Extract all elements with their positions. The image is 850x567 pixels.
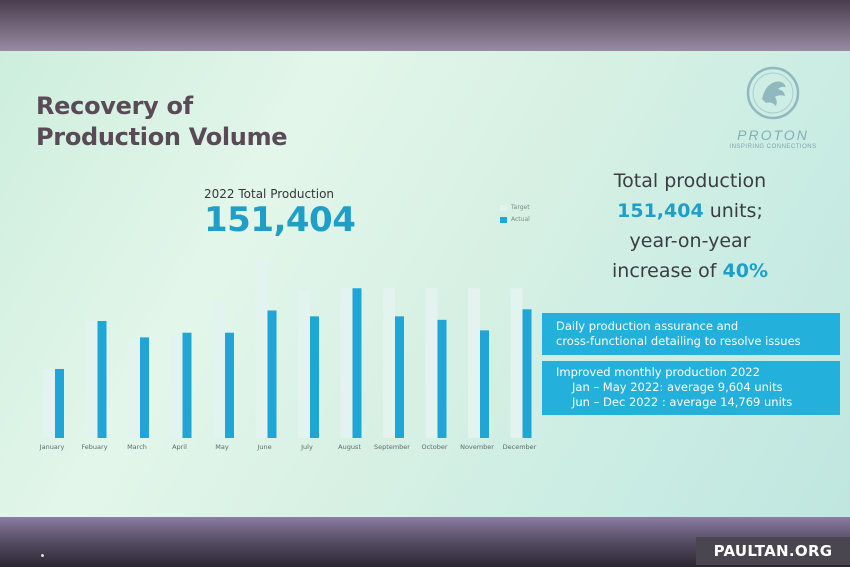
summary-units-label: units; <box>703 200 763 222</box>
summary-line2: 151,404 units; <box>570 196 810 226</box>
info-box-monthly-production: Improved monthly production 2022 Jan – M… <box>542 361 840 415</box>
summary-total-value: 151,404 <box>617 200 704 222</box>
camera-dot <box>41 554 44 557</box>
slide-title: Recovery of Production Volume <box>36 91 288 153</box>
bar-target-september <box>383 288 395 438</box>
slide-title-line1: Recovery of <box>36 92 193 120</box>
bar-target-december <box>510 288 523 438</box>
info-box1-line2: cross-functional detailing to resolve is… <box>556 334 801 348</box>
bar-actual-june <box>267 310 277 438</box>
x-tick-label-june: June <box>256 443 271 451</box>
bar-target-april <box>170 333 183 438</box>
brand-name: PROTON <box>737 127 809 143</box>
info-box1-line1: Daily production assurance and <box>556 319 739 333</box>
x-tick-label-september: September <box>374 443 410 451</box>
bar-actual-august <box>352 288 362 438</box>
bar-target-october <box>425 288 438 438</box>
bar-actual-april <box>182 332 192 438</box>
summary-increase-value: 40% <box>722 260 768 282</box>
bar-actual-december <box>522 309 532 438</box>
summary-line1: Total production <box>613 170 767 192</box>
monthly-production-bar-chart: January Febuary March April May June July Augus… <box>39 259 537 451</box>
bar-actual-july <box>310 316 319 438</box>
slide-title-line2: Production Volume <box>36 123 288 151</box>
bar-target-january <box>43 368 55 438</box>
legend-label-actual: Actual <box>511 216 530 223</box>
bar-target-june <box>255 259 268 438</box>
x-tick-label-may: May <box>215 443 229 451</box>
watermark: PAULTAN.ORG <box>696 537 850 565</box>
room-background-top <box>0 0 850 52</box>
total-production-block: 2022 Total Production 151,404 <box>204 187 356 240</box>
bar-actual-october <box>437 319 447 438</box>
x-tick-label-febuary: Febuary <box>81 443 107 451</box>
x-tick-label-january: January <box>39 443 65 451</box>
x-tick-label-april: April <box>172 443 187 451</box>
summary-text: Total production 151,404 units; year-on-… <box>570 166 810 286</box>
brand-block: PROTON INSPIRING CONNECTIONS <box>708 65 838 150</box>
bar-actual-march <box>140 337 149 438</box>
legend-swatch-target <box>500 204 507 211</box>
legend-item-target: Target <box>500 204 530 211</box>
bar-actual-january <box>55 368 64 438</box>
info-box2-line2: Jan – May 2022: average 9,604 units <box>572 380 783 394</box>
total-production-value: 151,404 <box>204 200 356 240</box>
tiger-head-emblem-icon <box>746 66 800 120</box>
chart-legend: Target Actual <box>500 204 530 228</box>
bar-target-july <box>298 290 310 438</box>
bar-target-august <box>340 288 353 438</box>
info-box-daily-assurance: Daily production assurance and cross-fun… <box>542 313 840 355</box>
x-tick-label-march: March <box>127 443 147 451</box>
total-production-label: 2022 Total Production <box>204 187 335 201</box>
summary-line4: increase of 40% <box>570 256 810 286</box>
bar-actual-may <box>225 332 234 438</box>
bar-actual-november <box>480 330 489 438</box>
summary-line3: year-on-year <box>629 230 751 252</box>
legend-item-actual: Actual <box>500 216 530 223</box>
bar-actual-febuary <box>97 321 107 438</box>
bar-target-march <box>128 338 140 438</box>
summary-increase-label: increase of <box>612 260 723 282</box>
x-tick-label-december: December <box>503 443 537 451</box>
bar-target-november <box>468 288 480 438</box>
info-box2-line1: Improved monthly production 2022 <box>556 365 760 379</box>
x-tick-label-november: November <box>460 443 494 451</box>
presentation-slide: Recovery of Production Volume 2022 Total… <box>0 51 850 517</box>
bar-target-may <box>213 298 225 438</box>
bar-target-febuary <box>85 321 98 438</box>
x-tick-label-october: October <box>421 443 447 451</box>
info-box2-line3: Jun – Dec 2022 : average 14,769 units <box>572 395 793 409</box>
x-tick-label-august: August <box>338 443 361 451</box>
legend-label-target: Target <box>511 204 530 211</box>
bar-actual-september <box>395 316 404 438</box>
brand-tagline: INSPIRING CONNECTIONS <box>729 144 817 150</box>
x-tick-label-july: July <box>300 443 313 451</box>
legend-swatch-actual <box>500 216 507 223</box>
